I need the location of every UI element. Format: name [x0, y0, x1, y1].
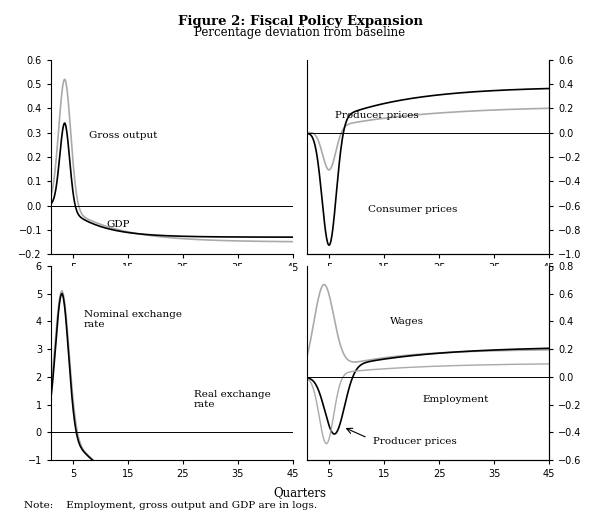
Text: GDP: GDP — [106, 220, 130, 229]
Text: Employment: Employment — [422, 395, 489, 404]
Text: Percentage deviation from baseline: Percentage deviation from baseline — [194, 26, 406, 39]
Text: Quarters: Quarters — [274, 486, 326, 499]
Text: Wages: Wages — [389, 317, 424, 326]
Text: Producer prices: Producer prices — [373, 436, 457, 446]
Text: Producer prices: Producer prices — [335, 111, 418, 120]
Text: Note:    Employment, gross output and GDP are in logs.: Note: Employment, gross output and GDP a… — [24, 501, 317, 510]
Text: Real exchange
rate: Real exchange rate — [194, 390, 271, 409]
Text: Gross output: Gross output — [89, 131, 158, 139]
Text: Consumer prices: Consumer prices — [368, 205, 457, 214]
Text: Nominal exchange
rate: Nominal exchange rate — [84, 309, 182, 329]
Text: Figure 2: Fiscal Policy Expansion: Figure 2: Fiscal Policy Expansion — [178, 15, 422, 28]
